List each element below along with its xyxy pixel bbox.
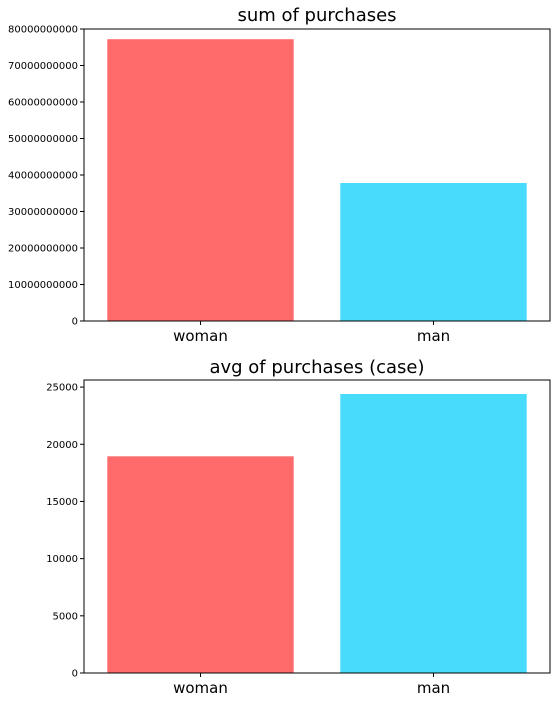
bar-woman [107, 39, 293, 321]
y-tick-label: 60000000000 [8, 98, 78, 109]
y-tick-label: 20000000000 [8, 244, 78, 255]
avg-of-purchases-chart: avg of purchases (case) woman man 0 5000 100… [46, 357, 550, 697]
bar-man [340, 183, 526, 321]
x-tick-label: woman [173, 327, 228, 345]
y-tick-label: 25000 [46, 383, 78, 394]
sum-of-purchases-chart: sum of purchases woman man 0 10000000000 200… [8, 5, 550, 345]
bar-woman [107, 456, 293, 673]
y-tick-label: 0 [72, 669, 78, 680]
y-tick-label: 50000000000 [8, 134, 78, 145]
y-tick-label: 80000000000 [8, 25, 78, 36]
x-tick-label: man [417, 327, 450, 345]
y-tick-label: 70000000000 [8, 61, 78, 72]
y-tick-label: 5000 [53, 611, 78, 622]
y-tick-label: 10000000000 [8, 280, 78, 291]
x-tick-label: man [417, 679, 450, 697]
bar-man [340, 394, 526, 673]
y-tick-label: 40000000000 [8, 171, 78, 182]
y-tick-label: 0 [72, 317, 78, 328]
y-tick-label: 10000 [46, 554, 78, 565]
y-tick-label: 15000 [46, 497, 78, 508]
x-tick-label: woman [173, 679, 228, 697]
y-tick-label: 20000 [46, 440, 78, 451]
chart-title: avg of purchases (case) [209, 357, 424, 378]
y-tick-label: 30000000000 [8, 207, 78, 218]
chart-title: sum of purchases [237, 5, 396, 26]
